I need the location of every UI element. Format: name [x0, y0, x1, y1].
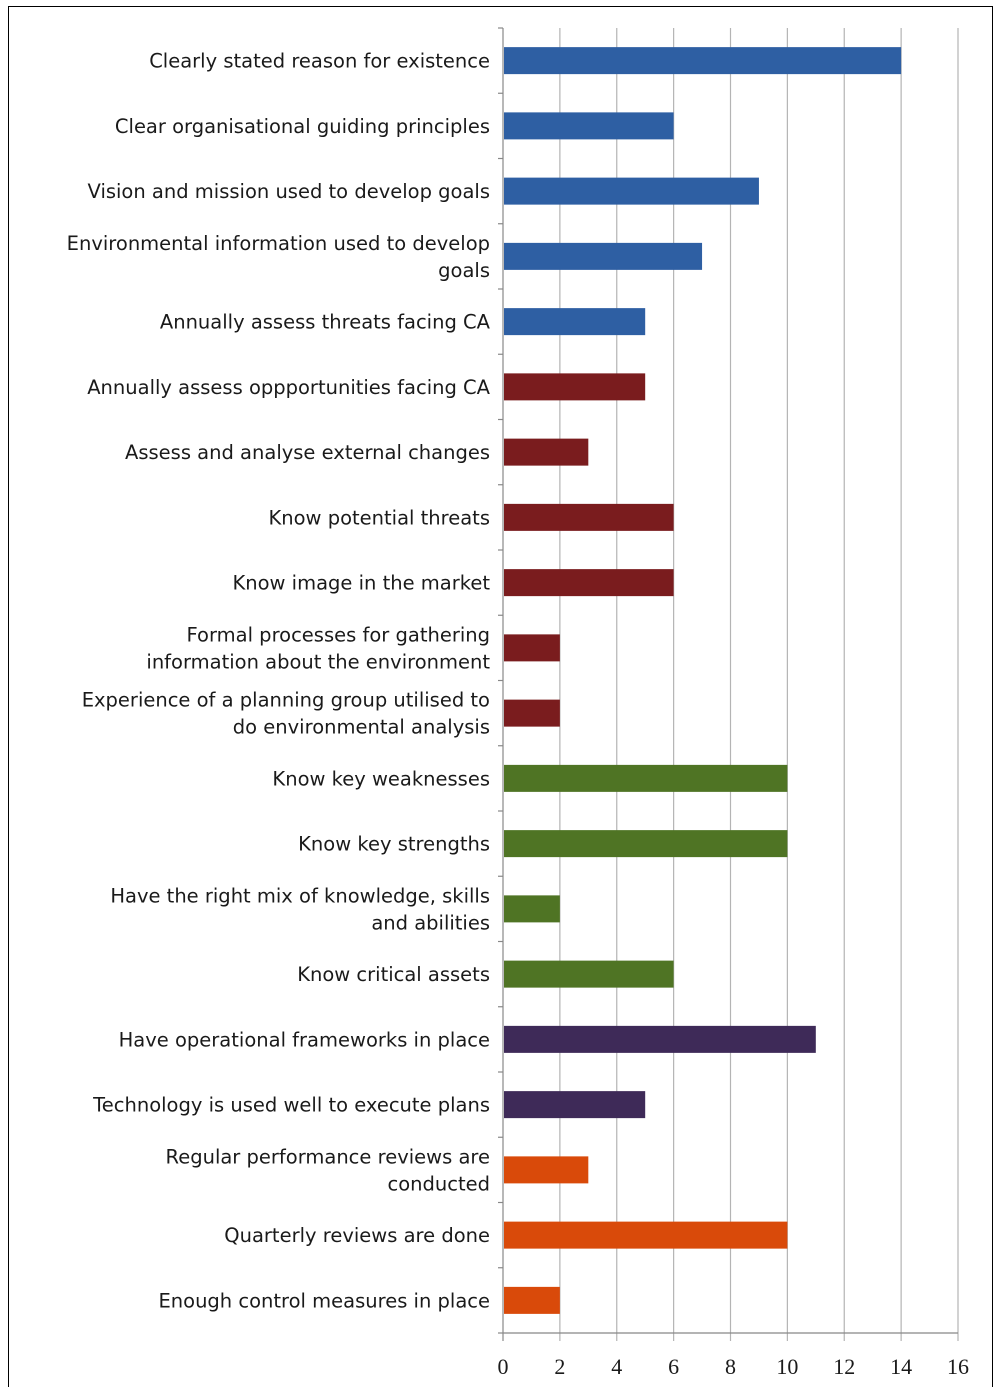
bar: [504, 960, 674, 988]
category-label: Environmental information used to develo…: [67, 232, 490, 255]
bar: [504, 1286, 560, 1314]
bars: [504, 47, 902, 1314]
bar: [504, 1025, 816, 1053]
bar: [504, 1091, 646, 1119]
x-tick-label: 16: [947, 1354, 969, 1379]
category-label: Regular performance reviews are: [166, 1145, 490, 1168]
category-label: Vision and mission used to develop goals: [88, 180, 490, 203]
x-tick-label: 10: [776, 1354, 798, 1379]
category-label: Clear organisational guiding principles: [115, 115, 490, 138]
category-label: Experience of a planning group utilised …: [82, 689, 490, 712]
bar: [504, 438, 589, 466]
chart-frame: [8, 6, 993, 1387]
category-label: Know critical assets: [297, 963, 490, 986]
bar: [504, 1156, 589, 1184]
category-labels: Clearly stated reason for existence Clear…: [67, 50, 491, 1313]
category-label: Quarterly reviews are done: [224, 1224, 490, 1247]
bar: [504, 895, 560, 923]
x-tick-label: 4: [611, 1354, 622, 1379]
category-label: do environmental analysis: [233, 716, 490, 739]
category-label: Have the right mix of knowledge, skills: [110, 884, 490, 907]
bar: [504, 569, 674, 597]
bar: [504, 177, 759, 205]
category-label: Formal processes for gathering: [187, 623, 491, 646]
x-tick-label: 2: [554, 1354, 565, 1379]
bar: [504, 503, 674, 531]
category-label: Have operational frameworks in place: [119, 1028, 490, 1051]
category-label: Know potential threats: [268, 506, 490, 529]
category-label: Know key strengths: [298, 833, 490, 856]
category-label: Annually assess oppportunities facing CA: [87, 376, 490, 399]
bar: [504, 242, 703, 270]
bar: [504, 1221, 788, 1249]
category-label: Know image in the market: [232, 572, 490, 595]
x-tick-label: 12: [833, 1354, 855, 1379]
category-label: Clearly stated reason for existence: [149, 50, 490, 73]
category-label: Technology is used well to execute plans: [92, 1094, 490, 1117]
bar: [504, 47, 902, 75]
category-label: Know key weaknesses: [272, 767, 490, 790]
gridlines: [502, 28, 959, 1341]
category-label: Assess and analyse external changes: [125, 441, 490, 464]
category-label: conducted: [388, 1172, 491, 1195]
bar: [504, 112, 674, 140]
x-tick-label: 8: [725, 1354, 736, 1379]
bar: [504, 634, 560, 662]
x-tick-label: 14: [890, 1354, 912, 1379]
axes: [498, 27, 958, 1334]
category-label: information about the environment: [146, 650, 490, 673]
x-tick-label: 6: [668, 1354, 679, 1379]
bar: [504, 830, 788, 858]
x-tick-labels: 0 2 4 6 8 10 12 14 16: [498, 1354, 970, 1379]
category-label: Enough control measures in place: [158, 1289, 490, 1312]
category-label: and abilities: [371, 911, 490, 934]
bar: [504, 699, 560, 727]
bar: [504, 764, 788, 792]
bar: [504, 308, 646, 336]
bar: [504, 373, 646, 401]
category-label: Annually assess threats facing CA: [160, 311, 491, 334]
x-tick-label: 0: [498, 1354, 509, 1379]
category-label: goals: [438, 259, 490, 282]
